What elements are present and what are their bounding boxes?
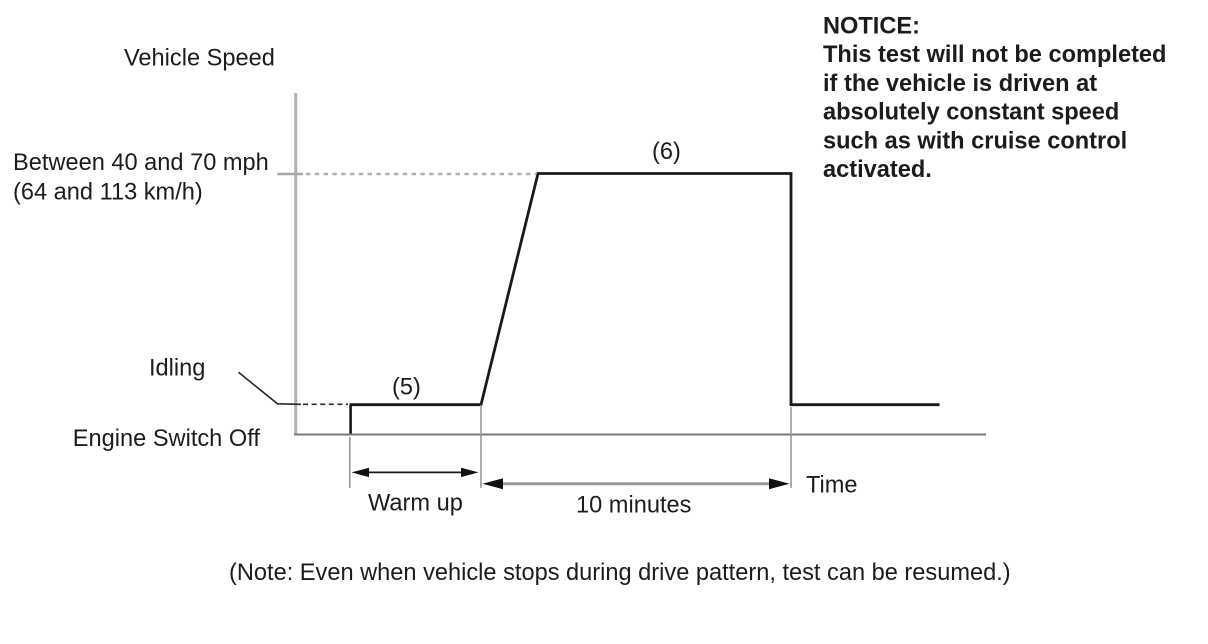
- svg-text:(Note: Even when vehicle stops: (Note: Even when vehicle stops during dr…: [229, 560, 1011, 586]
- svg-text:Vehicle Speed: Vehicle Speed: [124, 46, 275, 72]
- svg-text:10 minutes: 10 minutes: [576, 493, 691, 519]
- svg-text:Warm up: Warm up: [368, 491, 463, 517]
- svg-text:activated.: activated.: [823, 157, 932, 183]
- svg-text:Time: Time: [806, 473, 858, 499]
- svg-text:(6): (6): [652, 139, 681, 165]
- svg-text:This test will not be complete: This test will not be completed: [823, 42, 1166, 68]
- svg-text:if the vehicle is driven at: if the vehicle is driven at: [823, 71, 1097, 97]
- svg-text:(64 and 113 km/h): (64 and 113 km/h): [13, 180, 203, 206]
- svg-text:such as with cruise control: such as with cruise control: [823, 128, 1127, 154]
- svg-text:Between 40 and 70 mph: Between 40 and 70 mph: [13, 150, 269, 176]
- svg-text:Idling: Idling: [149, 355, 205, 381]
- svg-text:NOTICE:: NOTICE:: [823, 14, 920, 40]
- svg-text:(5): (5): [392, 375, 421, 401]
- svg-text:Engine Switch Off: Engine Switch Off: [73, 426, 261, 452]
- svg-text:absolutely constant speed: absolutely constant speed: [823, 100, 1119, 126]
